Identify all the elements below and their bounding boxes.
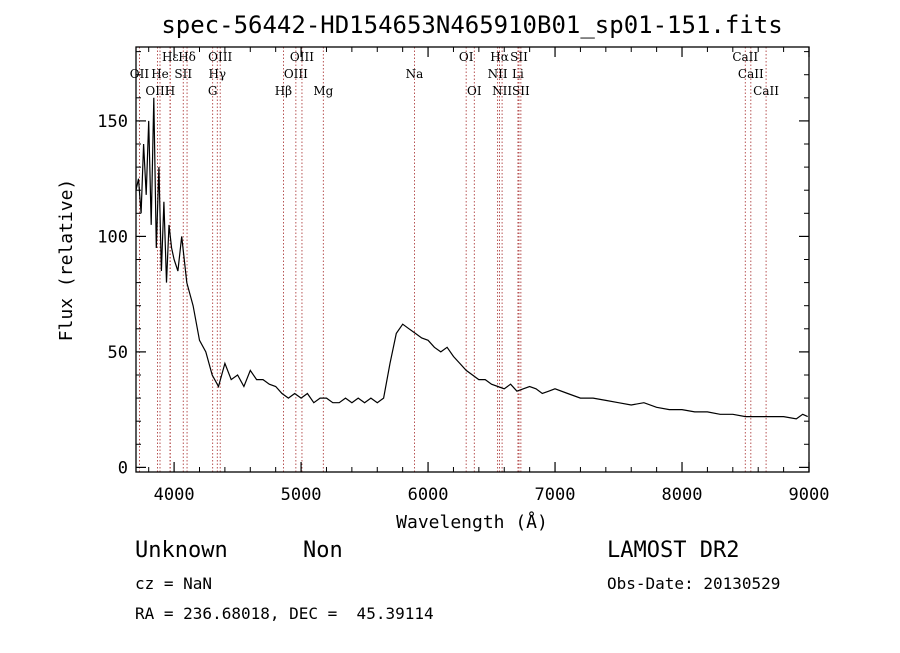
reference-line-label: CaII (753, 84, 779, 98)
reference-line-label: OIII (290, 50, 314, 64)
reference-line-label: OIII (208, 50, 232, 64)
survey-name: LAMOST DR2 (607, 538, 740, 563)
x-axis-label: Wavelength (Å) (396, 511, 548, 533)
chart-title: spec-56442-HD154653N465910B01_sp01-151.f… (161, 11, 782, 39)
y-tick-label: 150 (97, 112, 128, 132)
reference-line-label: NII (492, 84, 512, 98)
reference-line-label: SII (174, 67, 192, 81)
x-tick-label: 7000 (535, 485, 576, 505)
reference-line-label: OI (459, 50, 474, 64)
object-class: Unknown (135, 538, 228, 563)
reference-line-label: Mg (313, 84, 333, 98)
reference-line-label: Hγ (208, 67, 226, 81)
reference-line-label: Na (406, 67, 424, 81)
reference-line-label: Hε (162, 50, 179, 64)
y-tick-label: 100 (97, 227, 128, 247)
reference-line-label: He (151, 67, 169, 81)
reference-line-label: OI (467, 84, 482, 98)
x-tick-label: 6000 (408, 485, 449, 505)
reference-line-label: OIII (145, 84, 169, 98)
reference-line-label: SII (512, 84, 530, 98)
redshift-value: cz = NaN (135, 574, 213, 593)
reference-line-label: Hδ (178, 50, 196, 64)
coordinates: RA = 236.68018, DEC = 45.39114 (135, 604, 434, 623)
y-tick-label: 50 (108, 343, 128, 363)
x-axis: 4000 5000 6000 7000 8000 9000 (148, 47, 830, 505)
reference-line-label: Hβ (275, 84, 292, 98)
object-subclass: Non (303, 538, 343, 563)
observation-date: Obs-Date: 20130529 (607, 574, 781, 593)
reference-line-label: OIII (284, 67, 308, 81)
y-tick-label: 0 (118, 458, 128, 478)
reference-line-label: NII (488, 67, 508, 81)
reference-line-label: G (208, 84, 218, 98)
reference-line-label: Hα (490, 50, 509, 64)
reference-line-label: CaII (738, 67, 764, 81)
reference-line-label: H (165, 84, 175, 98)
reference-lines (139, 47, 767, 472)
reference-line-label: SII (510, 50, 528, 64)
spectrum-series-line (135, 97, 808, 420)
x-tick-label: 8000 (662, 485, 703, 505)
x-tick-label: 5000 (281, 485, 322, 505)
reference-line-label: CaII (732, 50, 758, 64)
reference-line-label: Li (512, 67, 524, 81)
y-axis: 0 50 100 150 (97, 51, 809, 478)
plot-frame (135, 46, 810, 473)
y-axis-label: Flux (relative) (56, 179, 77, 342)
x-tick-label: 9000 (789, 485, 830, 505)
x-tick-label: 4000 (154, 485, 195, 505)
reference-line-label: OII (130, 67, 150, 81)
